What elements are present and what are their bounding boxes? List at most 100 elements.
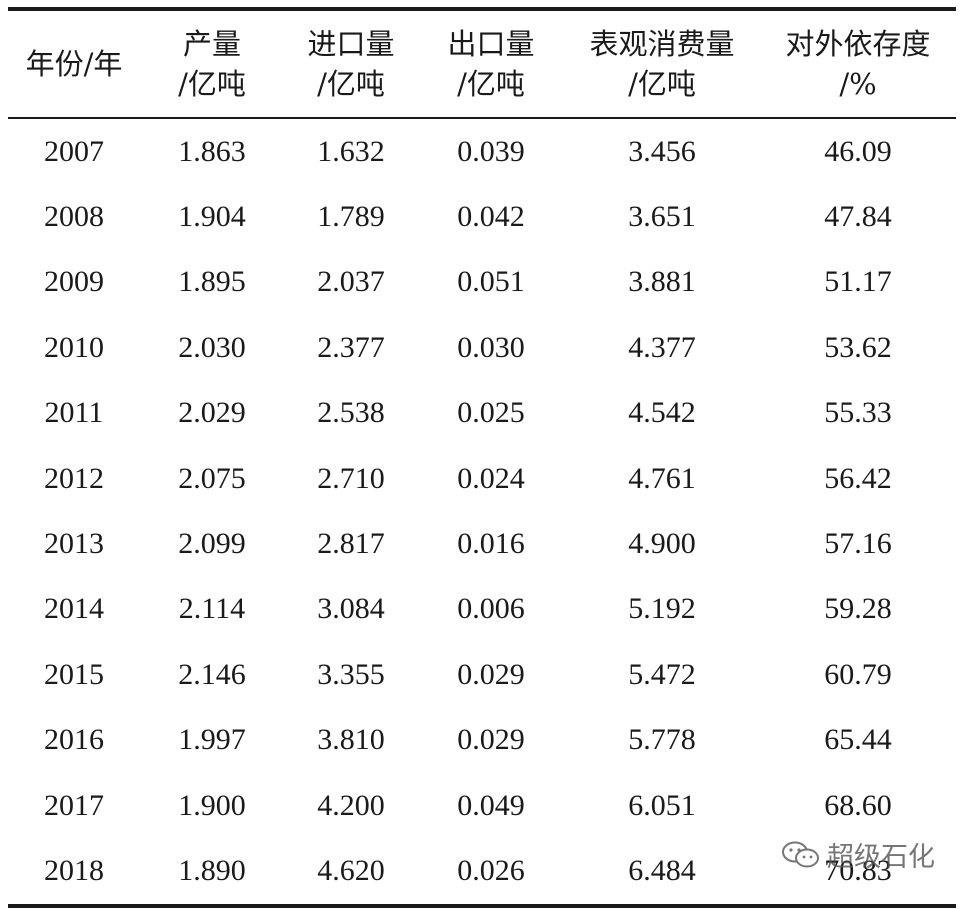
header-production: 产量 /亿吨 xyxy=(140,9,284,118)
cell-consumption: 3.881 xyxy=(628,265,696,299)
header-exports-label: 出口量 xyxy=(447,27,535,61)
cell-production: 1.904 xyxy=(178,200,246,234)
cell-consumption: 4.377 xyxy=(628,330,696,364)
cell-consumption: 4.542 xyxy=(628,396,696,430)
cell-year: 2017 xyxy=(44,788,104,822)
cell-imports: 2.037 xyxy=(317,265,385,299)
table-row: 2014 2.114 3.084 0.006 5.192 59.28 xyxy=(8,577,956,642)
cell-exports: 0.026 xyxy=(457,853,525,887)
cell-consumption: 4.761 xyxy=(628,461,696,495)
table-row: 2009 1.895 2.037 0.051 3.881 51.17 xyxy=(8,250,956,315)
cell-year: 2015 xyxy=(44,657,104,691)
header-production-unit: /亿吨 xyxy=(178,67,246,101)
header-dependency-unit: /% xyxy=(839,67,877,101)
cell-imports: 2.377 xyxy=(317,330,385,364)
cell-dependency: 51.17 xyxy=(824,265,892,299)
cell-production: 1.997 xyxy=(178,723,246,757)
cell-year: 2014 xyxy=(44,592,104,626)
cell-imports: 3.355 xyxy=(317,657,385,691)
header-exports-unit: /亿吨 xyxy=(457,67,525,101)
cell-dependency: 57.16 xyxy=(824,527,892,561)
cell-production: 2.030 xyxy=(178,330,246,364)
cell-year: 2009 xyxy=(44,265,104,299)
cell-dependency: 68.60 xyxy=(824,788,892,822)
cell-production: 2.146 xyxy=(178,657,246,691)
cell-consumption: 6.051 xyxy=(628,788,696,822)
table-header: 年份/年 产量 /亿吨 进口量 /亿吨 出口量 /亿吨 表观消费量 /亿吨 xyxy=(8,9,956,118)
cell-exports: 0.006 xyxy=(457,592,525,626)
header-dependency-label: 对外依存度 xyxy=(785,27,931,61)
header-consumption: 表观消费量 /亿吨 xyxy=(564,9,760,118)
cell-dependency: 55.33 xyxy=(824,396,892,430)
cell-production: 1.895 xyxy=(178,265,246,299)
table-row: 2013 2.099 2.817 0.016 4.900 57.16 xyxy=(8,511,956,576)
header-consumption-label: 表观消费量 xyxy=(589,27,735,61)
table-row: 2007 1.863 1.632 0.039 3.456 46.09 xyxy=(8,118,956,184)
cell-production: 1.900 xyxy=(178,788,246,822)
cell-consumption: 5.192 xyxy=(628,592,696,626)
cell-production: 2.075 xyxy=(178,461,246,495)
cell-production: 2.029 xyxy=(178,396,246,430)
cell-dependency: 47.84 xyxy=(824,200,892,234)
cell-exports: 0.051 xyxy=(457,265,525,299)
cell-production: 1.863 xyxy=(178,134,246,168)
wechat-icon xyxy=(781,840,821,870)
cell-dependency: 46.09 xyxy=(824,134,892,168)
cell-year: 2016 xyxy=(44,723,104,757)
header-imports-label: 进口量 xyxy=(307,27,395,61)
cell-exports: 0.029 xyxy=(457,723,525,757)
cell-dependency: 60.79 xyxy=(824,657,892,691)
cell-exports: 0.025 xyxy=(457,396,525,430)
header-imports-unit: /亿吨 xyxy=(317,67,385,101)
data-table-container: 年份/年 产量 /亿吨 进口量 /亿吨 出口量 /亿吨 表观消费量 /亿吨 xyxy=(8,7,956,908)
table-row: 2017 1.900 4.200 0.049 6.051 68.60 xyxy=(8,773,956,838)
cell-exports: 0.024 xyxy=(457,461,525,495)
table-row: 2012 2.075 2.710 0.024 4.761 56.42 xyxy=(8,446,956,511)
cell-imports: 4.620 xyxy=(317,853,385,887)
cell-year: 2013 xyxy=(44,527,104,561)
table-row: 2015 2.146 3.355 0.029 5.472 60.79 xyxy=(8,642,956,707)
table-row: 2016 1.997 3.810 0.029 5.778 65.44 xyxy=(8,708,956,773)
cell-year: 2011 xyxy=(44,396,104,430)
table-row: 2018 1.890 4.620 0.026 6.484 70.83 xyxy=(8,838,956,906)
oil-statistics-table: 年份/年 产量 /亿吨 进口量 /亿吨 出口量 /亿吨 表观消费量 /亿吨 xyxy=(8,7,956,908)
cell-imports: 2.817 xyxy=(317,527,385,561)
header-imports: 进口量 /亿吨 xyxy=(284,9,418,118)
cell-consumption: 3.456 xyxy=(628,134,696,168)
cell-consumption: 6.484 xyxy=(628,853,696,887)
header-dependency: 对外依存度 /% xyxy=(760,9,956,118)
cell-production: 1.890 xyxy=(178,853,246,887)
cell-consumption: 4.900 xyxy=(628,527,696,561)
cell-exports: 0.042 xyxy=(457,200,525,234)
cell-dependency: 70.83 xyxy=(824,853,892,887)
cell-dependency: 56.42 xyxy=(824,461,892,495)
header-exports: 出口量 /亿吨 xyxy=(418,9,564,118)
table-row: 2011 2.029 2.538 0.025 4.542 55.33 xyxy=(8,381,956,446)
table-row: 2010 2.030 2.377 0.030 4.377 53.62 xyxy=(8,315,956,380)
cell-exports: 0.030 xyxy=(457,330,525,364)
cell-consumption: 5.778 xyxy=(628,723,696,757)
cell-exports: 0.039 xyxy=(457,134,525,168)
cell-production: 2.114 xyxy=(178,592,246,626)
cell-exports: 0.016 xyxy=(457,527,525,561)
cell-consumption: 3.651 xyxy=(628,200,696,234)
header-row: 年份/年 产量 /亿吨 进口量 /亿吨 出口量 /亿吨 表观消费量 /亿吨 xyxy=(8,9,956,118)
cell-dependency: 59.28 xyxy=(824,592,892,626)
cell-exports: 0.049 xyxy=(457,788,525,822)
cell-exports: 0.029 xyxy=(457,657,525,691)
cell-year: 2018 xyxy=(44,853,104,887)
table-body: 2007 1.863 1.632 0.039 3.456 46.09 2008 … xyxy=(8,118,956,906)
cell-imports: 2.710 xyxy=(317,461,385,495)
cell-production: 2.099 xyxy=(178,527,246,561)
cell-year: 2012 xyxy=(44,461,104,495)
header-year-label: 年份/年 xyxy=(25,47,123,81)
header-consumption-unit: /亿吨 xyxy=(628,67,696,101)
header-production-label: 产量 xyxy=(182,27,241,61)
table-row: 2008 1.904 1.789 0.042 3.651 47.84 xyxy=(8,184,956,249)
watermark-text: 超级石化 xyxy=(827,842,935,873)
cell-year: 2008 xyxy=(44,200,104,234)
cell-imports: 4.200 xyxy=(317,788,385,822)
cell-imports: 1.789 xyxy=(317,200,385,234)
cell-consumption: 5.472 xyxy=(628,657,696,691)
cell-imports: 1.632 xyxy=(317,134,385,168)
